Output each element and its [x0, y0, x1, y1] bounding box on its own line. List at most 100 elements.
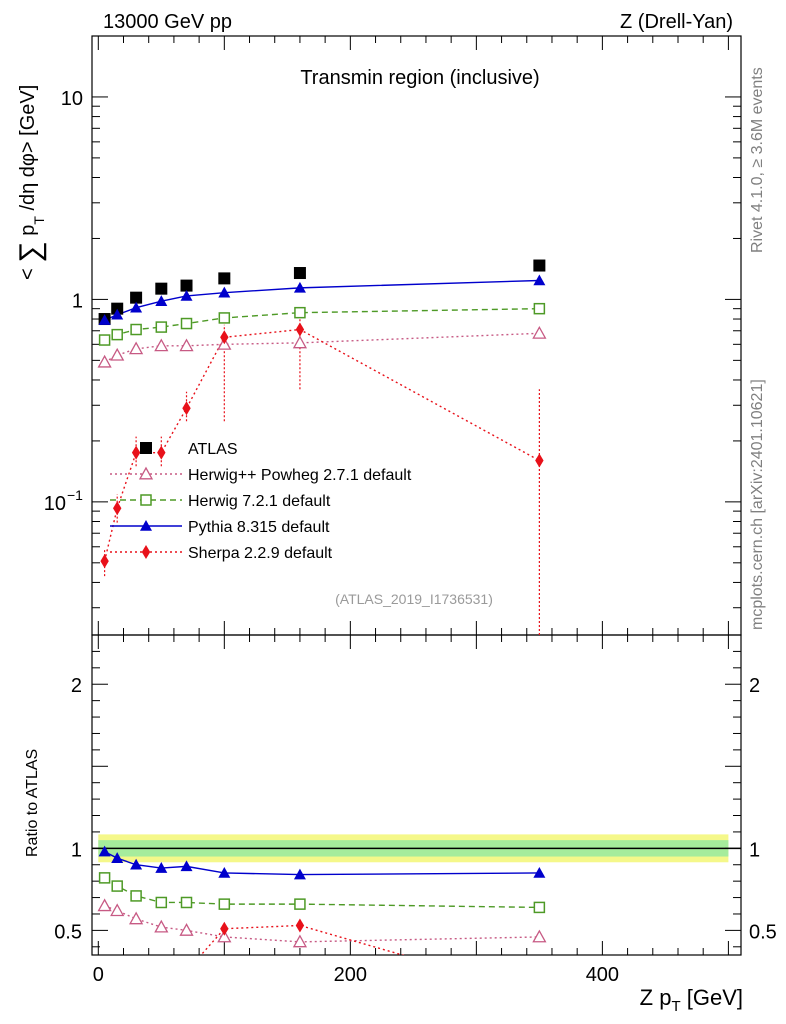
legend-label: Herwig++ Powheg 2.7.1 default	[188, 467, 412, 484]
marker-triangle-open	[154, 338, 169, 352]
marker-triangle	[155, 862, 168, 873]
axis-ticks	[92, 35, 741, 955]
header-right: Z (Drell-Yan)	[620, 11, 733, 33]
marker-square-open	[98, 334, 111, 346]
legend: ATLAS Herwig++ Powheg 2.7.1 default Herwig…	[110, 441, 412, 562]
marker-triangle-open	[179, 338, 194, 352]
x-tick-label: 0	[93, 964, 104, 986]
marker-square-open	[130, 890, 142, 902]
marker-triangle-open	[217, 929, 232, 943]
marker-square-open	[111, 328, 123, 341]
marker-triangle	[130, 301, 143, 313]
marker-triangle-open	[292, 934, 308, 948]
ratio-tick-label-right: 0.5	[749, 921, 777, 943]
marker-diamond	[220, 330, 229, 345]
marker-triangle-open	[110, 347, 125, 361]
marker-triangle	[533, 866, 546, 878]
marker-square	[130, 291, 143, 304]
marker-diamond	[220, 921, 229, 936]
marker-triangle	[180, 860, 193, 872]
marker-triangle	[293, 868, 306, 880]
marker-triangle-open	[97, 354, 112, 368]
marker-triangle	[293, 281, 306, 293]
marker-diamond	[100, 554, 109, 569]
ratio-frame	[91, 634, 742, 956]
legend-label: Herwig 7.2.1 default	[188, 493, 331, 510]
marker-square	[140, 442, 152, 454]
marker-square-open	[180, 317, 193, 330]
marker-triangle	[533, 274, 546, 286]
marker-triangle-open	[129, 341, 144, 355]
marker-square	[180, 279, 193, 292]
marker-square-open	[140, 494, 152, 506]
marker-triangle	[98, 845, 111, 857]
ratio-series-line	[104, 905, 540, 943]
marker-diamond	[535, 453, 544, 468]
marker-triangle-open	[129, 911, 144, 925]
xlabel: Z pT [GeV]	[640, 985, 743, 1015]
marker-triangle-open	[110, 903, 125, 917]
data-markers	[97, 259, 547, 948]
marker-triangle-open	[532, 325, 547, 339]
marker-triangle-open	[97, 898, 112, 912]
legend-label: ATLAS	[188, 441, 238, 458]
marker-square-open	[294, 306, 306, 319]
marker-triangle-open	[292, 335, 308, 349]
y-tick-label: 1	[72, 290, 83, 312]
marker-square-open	[533, 302, 546, 315]
marker-triangle	[111, 852, 124, 863]
marker-triangle-open	[154, 919, 169, 933]
watermark: (ATLAS_2019_I1736531)	[335, 591, 493, 607]
header-left: 13000 GeV pp	[103, 11, 232, 33]
marker-square-open	[155, 896, 168, 909]
series-line	[104, 307, 540, 341]
series-line	[104, 279, 540, 321]
marker-triangle	[218, 286, 231, 298]
marker-square	[155, 282, 168, 295]
y-tick-label: 10	[61, 88, 83, 110]
legend-label: Sherpa 2.2.9 default	[188, 545, 333, 562]
ratio-series-line	[200, 924, 406, 955]
marker-diamond	[131, 445, 141, 460]
ratio-ylabel: Ratio to ATLAS	[24, 749, 41, 857]
marker-triangle-open	[179, 923, 194, 936]
marker-triangle	[180, 289, 193, 301]
marker-square	[533, 259, 546, 272]
marker-triangle	[155, 295, 168, 306]
marker-triangle	[218, 866, 231, 878]
marker-square-open	[155, 321, 168, 333]
marker-triangle-open	[532, 929, 547, 943]
marker-square-open	[180, 896, 193, 909]
marker-square	[218, 272, 231, 285]
marker-square-open	[294, 898, 306, 910]
marker-square-open	[130, 323, 142, 336]
marker-square-open	[533, 901, 546, 914]
plot-title: Transmin region (inclusive)	[300, 67, 539, 89]
plot-frames	[91, 35, 742, 956]
marker-triangle	[111, 308, 124, 320]
x-tick-label: 200	[334, 964, 367, 986]
series-line	[104, 332, 540, 363]
rivet-label: Rivet 4.1.0, ≥ 3.6M events	[749, 67, 766, 253]
ratio-tick-label: 2	[71, 675, 82, 697]
ratio-tick-label-right: 2	[749, 675, 760, 697]
marker-diamond	[157, 445, 166, 460]
marker-square-open	[98, 872, 111, 884]
marker-triangle	[140, 520, 152, 531]
marker-triangle	[130, 858, 143, 870]
ratio-series-line	[104, 877, 540, 909]
marker-diamond	[113, 501, 122, 516]
ratio-tick-label-right: 1	[749, 839, 760, 861]
main-ylabel: < ∑ pT /dη dφ> [GeV]	[14, 85, 47, 280]
marker-diamond	[295, 322, 305, 337]
y-tick-label-exponent: −1	[67, 487, 83, 503]
marker-square	[293, 267, 306, 280]
ratio-tick-label: 0.5	[54, 921, 82, 943]
marker-square-open	[218, 898, 231, 910]
marker-diamond	[295, 918, 305, 933]
ratio-tick-label: 1	[71, 839, 82, 861]
marker-square-open	[111, 880, 123, 892]
ratio-uncertainty-band	[92, 834, 741, 863]
y-tick-label: 10	[44, 493, 66, 515]
